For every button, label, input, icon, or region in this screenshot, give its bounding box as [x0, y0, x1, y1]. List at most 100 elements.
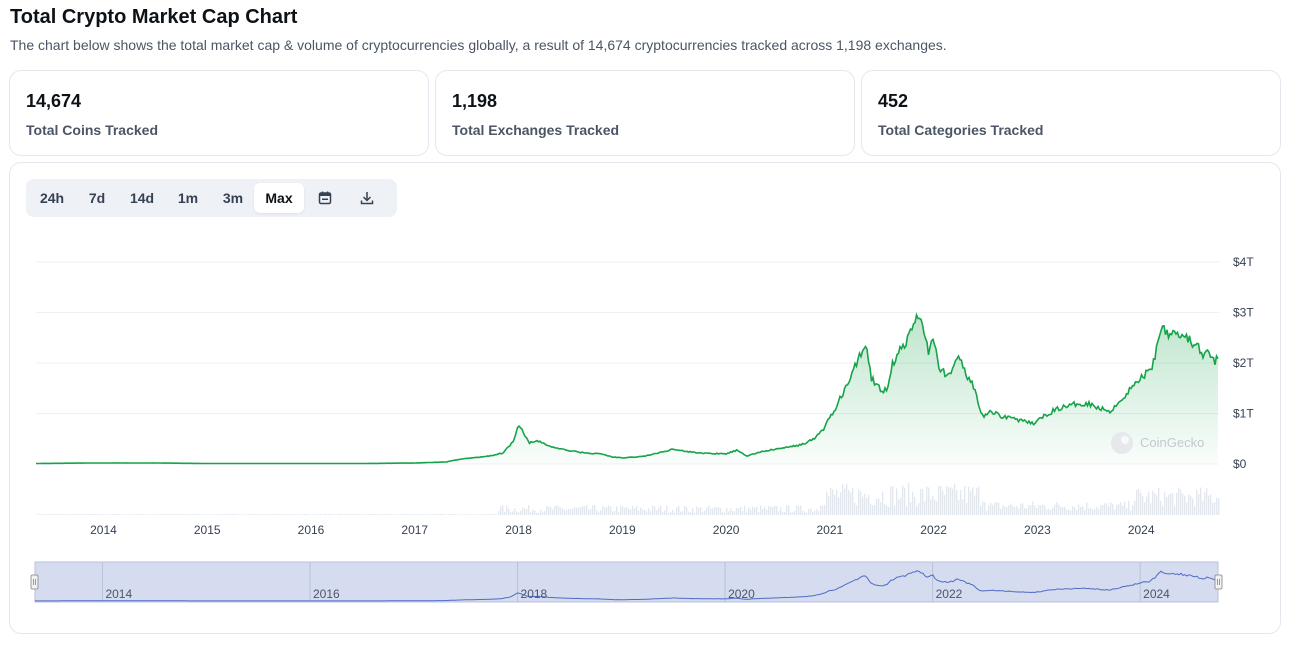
- volume-bar: [386, 514, 388, 515]
- volume-bar: [1172, 493, 1174, 515]
- volume-bar: [1080, 506, 1082, 515]
- page-title: Total Crypto Market Cap Chart: [10, 6, 298, 28]
- volume-bar: [830, 487, 832, 515]
- volume-bar: [626, 507, 628, 515]
- volume-bar: [414, 514, 416, 515]
- volume-bar: [84, 513, 86, 515]
- volume-bar: [1166, 496, 1168, 515]
- volume-bar: [638, 510, 640, 515]
- volume-bar: [872, 505, 874, 515]
- volume-bar: [984, 502, 986, 515]
- volume-bar: [714, 506, 716, 515]
- volume-bar: [104, 514, 106, 515]
- volume-bar: [1182, 493, 1184, 515]
- navigator[interactable]: 2014 2016 2018 2020 2022 2024: [0, 555, 1293, 615]
- volume-bar: [334, 514, 336, 515]
- navigator-window[interactable]: [34, 561, 1219, 603]
- volume-bar: [724, 512, 726, 515]
- volume-bar: [912, 491, 914, 515]
- volume-bar: [458, 514, 460, 515]
- range-button-max[interactable]: Max: [254, 183, 304, 213]
- volume-bar: [986, 510, 988, 515]
- volume-bar: [694, 512, 696, 515]
- volume-bar: [790, 512, 792, 515]
- navigator-label: 2016: [313, 587, 340, 601]
- range-button-24h[interactable]: 24h: [39, 190, 65, 206]
- volume-bar: [312, 514, 314, 515]
- stat-card-exchanges: 1,198 Total Exchanges Tracked: [435, 70, 855, 156]
- volume-bar: [58, 514, 60, 515]
- volume-bar: [1124, 501, 1126, 515]
- volume-bar: [612, 511, 614, 515]
- volume-bar: [130, 514, 132, 515]
- volume-bar: [1076, 510, 1078, 515]
- volume-bar: [806, 512, 808, 515]
- volume-bar: [646, 511, 648, 515]
- volume-bar: [1002, 505, 1004, 515]
- volume-bar: [890, 486, 892, 515]
- volume-bar: [158, 514, 160, 515]
- volume-bar: [670, 511, 672, 515]
- volume-bar: [162, 514, 164, 515]
- volume-bar: [44, 514, 46, 515]
- chart-card: [9, 162, 1281, 634]
- volume-bar: [594, 505, 596, 515]
- volume-bar: [280, 514, 282, 515]
- range-button-14d[interactable]: 14d: [129, 190, 155, 206]
- x-tick-label: 2024: [1128, 523, 1155, 537]
- range-button-7d[interactable]: 7d: [88, 190, 106, 206]
- volume-bar: [530, 512, 532, 515]
- navigator-handle-right[interactable]: [1214, 574, 1223, 590]
- navigator-gridlines: [101, 562, 1141, 602]
- volume-bar: [1086, 502, 1088, 515]
- volume-bar: [370, 513, 372, 515]
- volume-bar: [440, 513, 442, 515]
- volume-bar: [172, 514, 174, 515]
- volume-bar: [654, 506, 656, 515]
- volume-bar: [572, 508, 574, 515]
- volume-bar: [304, 514, 306, 515]
- volume-bar: [662, 512, 664, 515]
- volume-bar: [52, 514, 54, 515]
- volume-bar: [1160, 500, 1162, 515]
- volume-bar: [1062, 507, 1064, 515]
- volume-bar: [848, 489, 850, 515]
- volume-bar: [884, 503, 886, 515]
- download-icon[interactable]: [346, 183, 388, 213]
- volume-bar: [388, 514, 390, 515]
- volume-bar: [292, 514, 294, 515]
- x-tick-label: 2019: [609, 523, 636, 537]
- navigator-label: 2018: [521, 587, 548, 601]
- volume-bar: [992, 504, 994, 515]
- volume-bar: [610, 506, 612, 515]
- volume-bar: [1028, 504, 1030, 515]
- volume-bar: [968, 486, 970, 515]
- volume-bar: [686, 507, 688, 515]
- volume-bar: [1158, 487, 1160, 515]
- volume-bar: [412, 514, 414, 515]
- volume-bar: [182, 514, 184, 515]
- range-button-3m[interactable]: 3m: [222, 190, 244, 206]
- volume-bar: [356, 514, 358, 515]
- volume-bar: [980, 505, 982, 515]
- volume-bar: [916, 506, 918, 515]
- volume-bar: [434, 514, 436, 515]
- calendar-icon[interactable]: [304, 183, 346, 213]
- watermark-text: CoinGecko: [1140, 435, 1204, 450]
- y-tick-label: $0: [1233, 457, 1247, 471]
- volume-bar: [584, 506, 586, 515]
- volume-bar: [636, 506, 638, 515]
- volume-bar: [782, 511, 784, 515]
- volume-bar: [606, 507, 608, 515]
- volume-bar: [568, 509, 570, 515]
- volume-bar: [634, 508, 636, 515]
- range-button-1m[interactable]: 1m: [177, 190, 199, 206]
- volume-bar: [832, 489, 834, 515]
- volume-bar: [566, 509, 568, 515]
- volume-bar: [1112, 504, 1114, 515]
- volume-bar: [90, 514, 92, 515]
- volume-bar: [362, 514, 364, 515]
- navigator-handle-left[interactable]: [30, 574, 39, 590]
- volume-bar: [1020, 503, 1022, 515]
- volume-bar: [146, 514, 148, 515]
